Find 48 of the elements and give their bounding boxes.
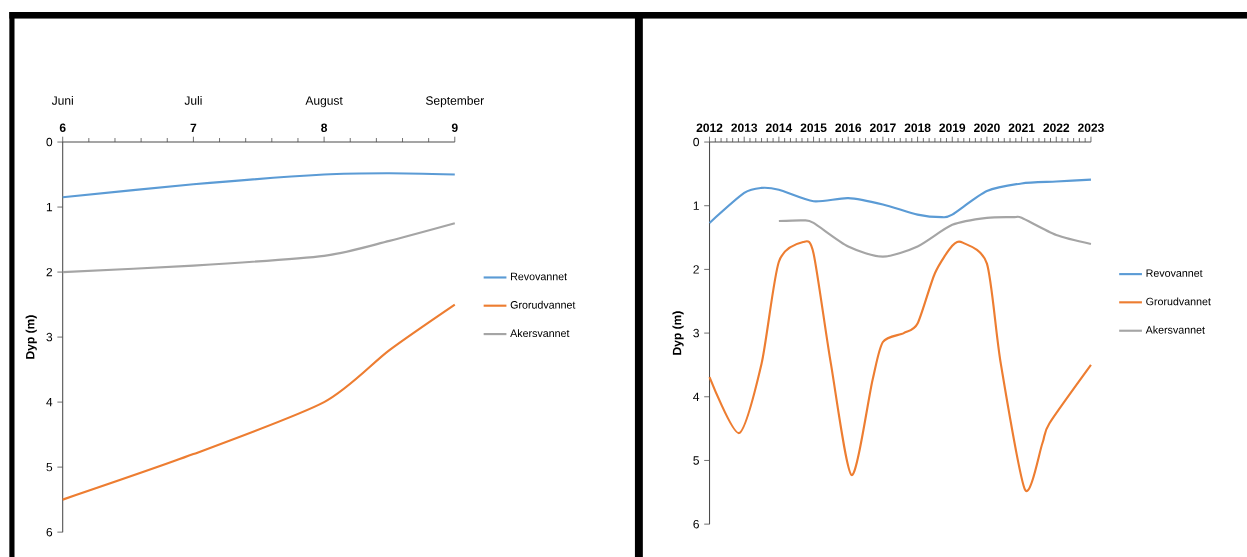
line-series bbox=[61, 171, 456, 199]
legend-label: Akersvannet bbox=[510, 328, 570, 337]
text: Juli bbox=[184, 95, 202, 105]
x-tick-label: 2018 bbox=[904, 123, 931, 132]
x-tick-label: 7 bbox=[190, 123, 197, 132]
y-tick-label: 3 bbox=[693, 328, 699, 338]
text: Juni bbox=[51, 95, 73, 105]
line-series bbox=[777, 215, 1093, 258]
x-tick-label: 2021 bbox=[1008, 123, 1035, 132]
text: August bbox=[305, 96, 343, 107]
y-tick-label: 2 bbox=[693, 264, 699, 274]
y-tick-label: 1 bbox=[693, 201, 699, 210]
y-tick-label: 2 bbox=[46, 267, 53, 277]
x-tick-label: 9 bbox=[451, 123, 458, 132]
y-tick-label: 0 bbox=[693, 137, 700, 147]
x-tick-label: 2017 bbox=[869, 123, 896, 132]
y-axis-title: Dyp (m) bbox=[25, 315, 37, 359]
x-tick-label: 2015 bbox=[800, 123, 827, 132]
line-series bbox=[708, 178, 1093, 224]
y-tick-label: 4 bbox=[693, 392, 700, 401]
x-tick-label: 2012 bbox=[696, 123, 723, 132]
legend-label: Revovannet bbox=[511, 272, 568, 281]
y-tick-label: 0 bbox=[46, 137, 53, 147]
x-tick-label: 8 bbox=[321, 123, 328, 132]
y-tick-label: 1 bbox=[46, 202, 53, 211]
y-tick-label: 4 bbox=[46, 397, 53, 406]
y-axis-title: Dyp (m) bbox=[672, 311, 684, 355]
x-tick-label: 2023 bbox=[1078, 123, 1104, 132]
y-tick-label: 5 bbox=[46, 462, 53, 472]
y-tick-label: 6 bbox=[46, 527, 53, 537]
y-tick-label: 3 bbox=[46, 332, 53, 342]
x-tick-label: 2020 bbox=[974, 123, 1000, 132]
line-series bbox=[708, 239, 1093, 491]
line-series bbox=[61, 222, 456, 273]
x-tick-label: 2019 bbox=[939, 123, 966, 132]
legend-label: Revovannet bbox=[1146, 269, 1203, 277]
y-tick-label: 5 bbox=[693, 456, 699, 465]
x-tick-label: 2014 bbox=[765, 123, 793, 132]
legend-label: Akersvannet bbox=[1145, 325, 1205, 334]
x-tick-label: 6 bbox=[59, 123, 66, 132]
x-tick-label: 2013 bbox=[731, 123, 758, 132]
legend-label: Grorudvannet bbox=[510, 300, 576, 309]
x-tick-label: 2016 bbox=[835, 123, 862, 132]
legend-label: Grorudvannet bbox=[1146, 297, 1211, 306]
line-series bbox=[61, 303, 456, 501]
y-tick-label: 6 bbox=[693, 519, 699, 529]
x-tick-label: 2022 bbox=[1043, 123, 1070, 132]
text: September bbox=[425, 95, 484, 107]
